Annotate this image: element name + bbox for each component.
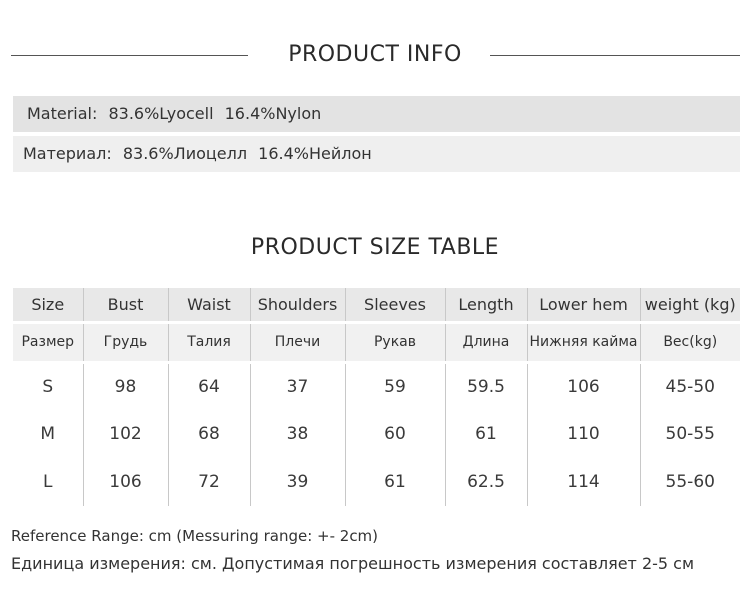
- note-en: Reference Range: cm (Messuring range: +-…: [11, 527, 379, 545]
- size-table: Size Bust Waist Shoulders Sleeves Length Lower…: [13, 288, 740, 506]
- table-cell: Рукав: [344, 320, 445, 364]
- table-cell: Вес(kg): [639, 320, 740, 364]
- table-row: L 106 72 39 61 62.5 114 55-60: [13, 458, 740, 506]
- table-cell: Плечи: [249, 320, 345, 364]
- material-en: Material: 83.6%Lyocell 16.4%Nylon: [13, 96, 740, 132]
- table-cell: 38: [249, 410, 345, 458]
- table-cell: Грудь: [82, 320, 168, 364]
- size-table-title: PRODUCT SIZE TABLE: [250, 235, 500, 260]
- table-cell: 68: [167, 410, 250, 458]
- table-cell: weight (kg): [639, 288, 740, 322]
- table-row: S 98 64 37 59 59.5 106 45-50: [13, 362, 740, 410]
- table-cell: Нижняя кайма: [526, 320, 640, 364]
- table-cell: Length: [444, 288, 527, 322]
- table-cell: 60: [344, 410, 445, 458]
- header-row: Размер Грудь Талия Плечи Рукав Длина Нижняя ка…: [13, 320, 740, 364]
- table-cell: 72: [167, 458, 250, 506]
- table-cell: M: [40, 424, 56, 444]
- table-cell: Size: [13, 288, 83, 322]
- table-cell: 61: [344, 458, 445, 506]
- table-cell: 59: [344, 362, 445, 410]
- table-cell: Waist: [167, 288, 250, 322]
- material-ru: Материал: 83.6%Лиоцелл 16.4%Нейлон: [13, 136, 740, 172]
- table-row: M 102 68 38 60 61 110 50-55: [13, 410, 740, 458]
- table-cell: Талия: [167, 320, 250, 364]
- table-cell: Размер: [13, 320, 83, 364]
- table-cell: Lower hem: [526, 288, 640, 322]
- table-cell: L: [43, 472, 53, 492]
- divider-right: [490, 55, 740, 56]
- table-cell: S: [42, 376, 54, 397]
- table-cell: 55-60: [639, 458, 740, 506]
- table-cell: 110: [526, 410, 640, 458]
- table-cell: 45-50: [639, 362, 740, 410]
- table-cell: Длина: [444, 320, 527, 364]
- table-cell: 61: [444, 410, 527, 458]
- table-cell: 39: [249, 458, 345, 506]
- note-ru: Единица измерения: см. Допустимая погреш…: [11, 554, 695, 573]
- table-cell: 50-55: [639, 410, 740, 458]
- table-cell: Shoulders: [249, 288, 345, 322]
- table-cell: 106: [82, 458, 168, 506]
- header-row: Size Bust Waist Shoulders Sleeves Length Lower…: [13, 288, 740, 322]
- table-cell: 62.5: [444, 458, 527, 506]
- table-cell: 114: [526, 458, 640, 506]
- table-cell: Bust: [82, 288, 168, 322]
- product-info-title: PRODUCT INFO: [288, 42, 462, 67]
- table-cell: 59.5: [444, 362, 527, 410]
- table-cell: 37: [249, 362, 345, 410]
- table-cell: Sleeves: [344, 288, 445, 322]
- table-cell: 102: [82, 410, 168, 458]
- table-cell: 64: [167, 362, 250, 410]
- table-cell: 98: [82, 362, 168, 410]
- divider-left: [11, 55, 248, 56]
- table-cell: 106: [526, 362, 640, 410]
